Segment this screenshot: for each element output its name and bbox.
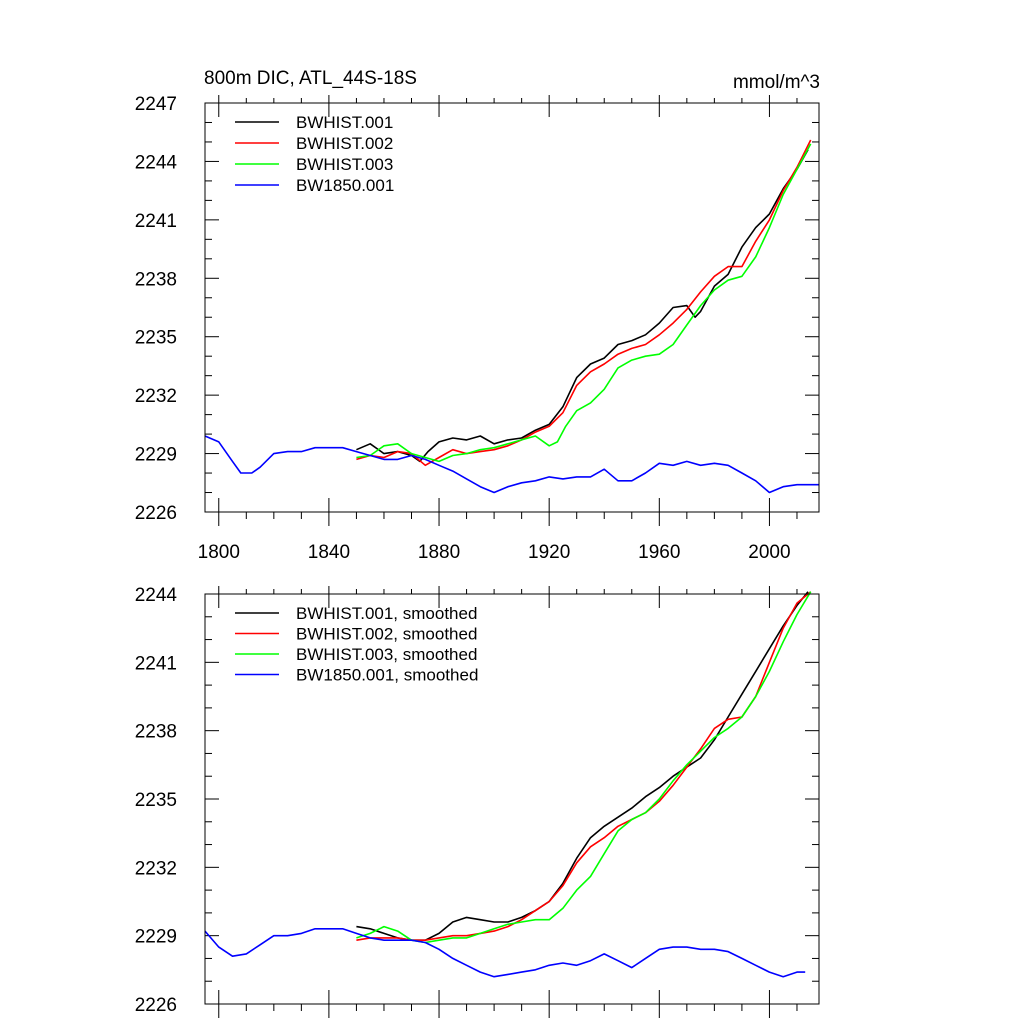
top-ticks: 2226 2229 2232 2235 2238 2241 2244 2247 1800 1840…	[135, 94, 819, 563]
x-tick-label: 1960	[638, 542, 680, 563]
y-tick-label: 2235	[135, 790, 177, 811]
legend-label-1: BWHIST.001, smoothed	[296, 604, 477, 623]
y-tick-label: 2244	[135, 585, 178, 606]
y-tick-label: 2244	[135, 152, 178, 173]
y-tick-label: 2238	[135, 722, 177, 743]
legend-label-2: BWHIST.002, smoothed	[296, 625, 477, 644]
series-line-1	[356, 591, 809, 942]
top-plot-frame	[204, 102, 820, 513]
legend-label-4: BW1850.001	[296, 176, 394, 195]
legend-label-1: BWHIST.001	[296, 113, 393, 132]
series-line-1	[356, 149, 809, 463]
y-tick-label: 2229	[135, 927, 177, 948]
series-line-2	[356, 139, 812, 467]
top-title-left: 800m DIC, ATL_44S-18S	[204, 68, 417, 89]
series-line-3	[356, 591, 812, 944]
x-tick-label: 1880	[418, 542, 460, 563]
series-line-4	[204, 927, 806, 978]
bottom-panel: 2226 2229 2232 2235 2238 2241 2244 BWHIST.001,…	[135, 585, 820, 1018]
y-tick-label: 2235	[135, 328, 177, 349]
bottom-series	[204, 591, 812, 978]
bottom-plot-frame	[204, 593, 820, 1005]
bottom-legend: BWHIST.001, smoothed BWHIST.002, smoothed…	[235, 604, 478, 685]
y-tick-label: 2226	[135, 995, 177, 1016]
series-line-2	[356, 591, 812, 942]
top-series	[204, 139, 819, 494]
y-tick-label: 2241	[135, 211, 177, 232]
y-tick-label: 2232	[135, 858, 177, 879]
y-tick-label: 2247	[135, 94, 177, 115]
x-tick-label: 2000	[748, 542, 790, 563]
x-tick-label: 1920	[528, 542, 570, 563]
legend-label-3: BWHIST.003, smoothed	[296, 645, 477, 664]
legend-label-2: BWHIST.002	[296, 134, 393, 153]
legend-label-3: BWHIST.003	[296, 155, 393, 174]
series-line-3	[356, 143, 812, 463]
y-tick-label: 2232	[135, 386, 177, 407]
y-tick-label: 2226	[135, 503, 177, 524]
y-tick-label: 2229	[135, 445, 177, 466]
y-tick-label: 2241	[135, 653, 177, 674]
y-tick-label: 2238	[135, 269, 177, 290]
x-tick-label: 1840	[308, 542, 350, 563]
top-legend: BWHIST.001 BWHIST.002 BWHIST.003 BW1850.001	[235, 113, 394, 195]
legend-label-4: BW1850.001, smoothed	[296, 666, 478, 685]
top-panel: 800m DIC, ATL_44S-18S mmol/m^3 222622292…	[135, 68, 820, 563]
series-line-4	[204, 435, 819, 494]
bottom-ticks: 2226 2229 2232 2235 2238 2241 2244	[135, 585, 819, 1018]
top-title-right: mmol/m^3	[733, 72, 820, 93]
x-tick-label: 1800	[198, 542, 240, 563]
